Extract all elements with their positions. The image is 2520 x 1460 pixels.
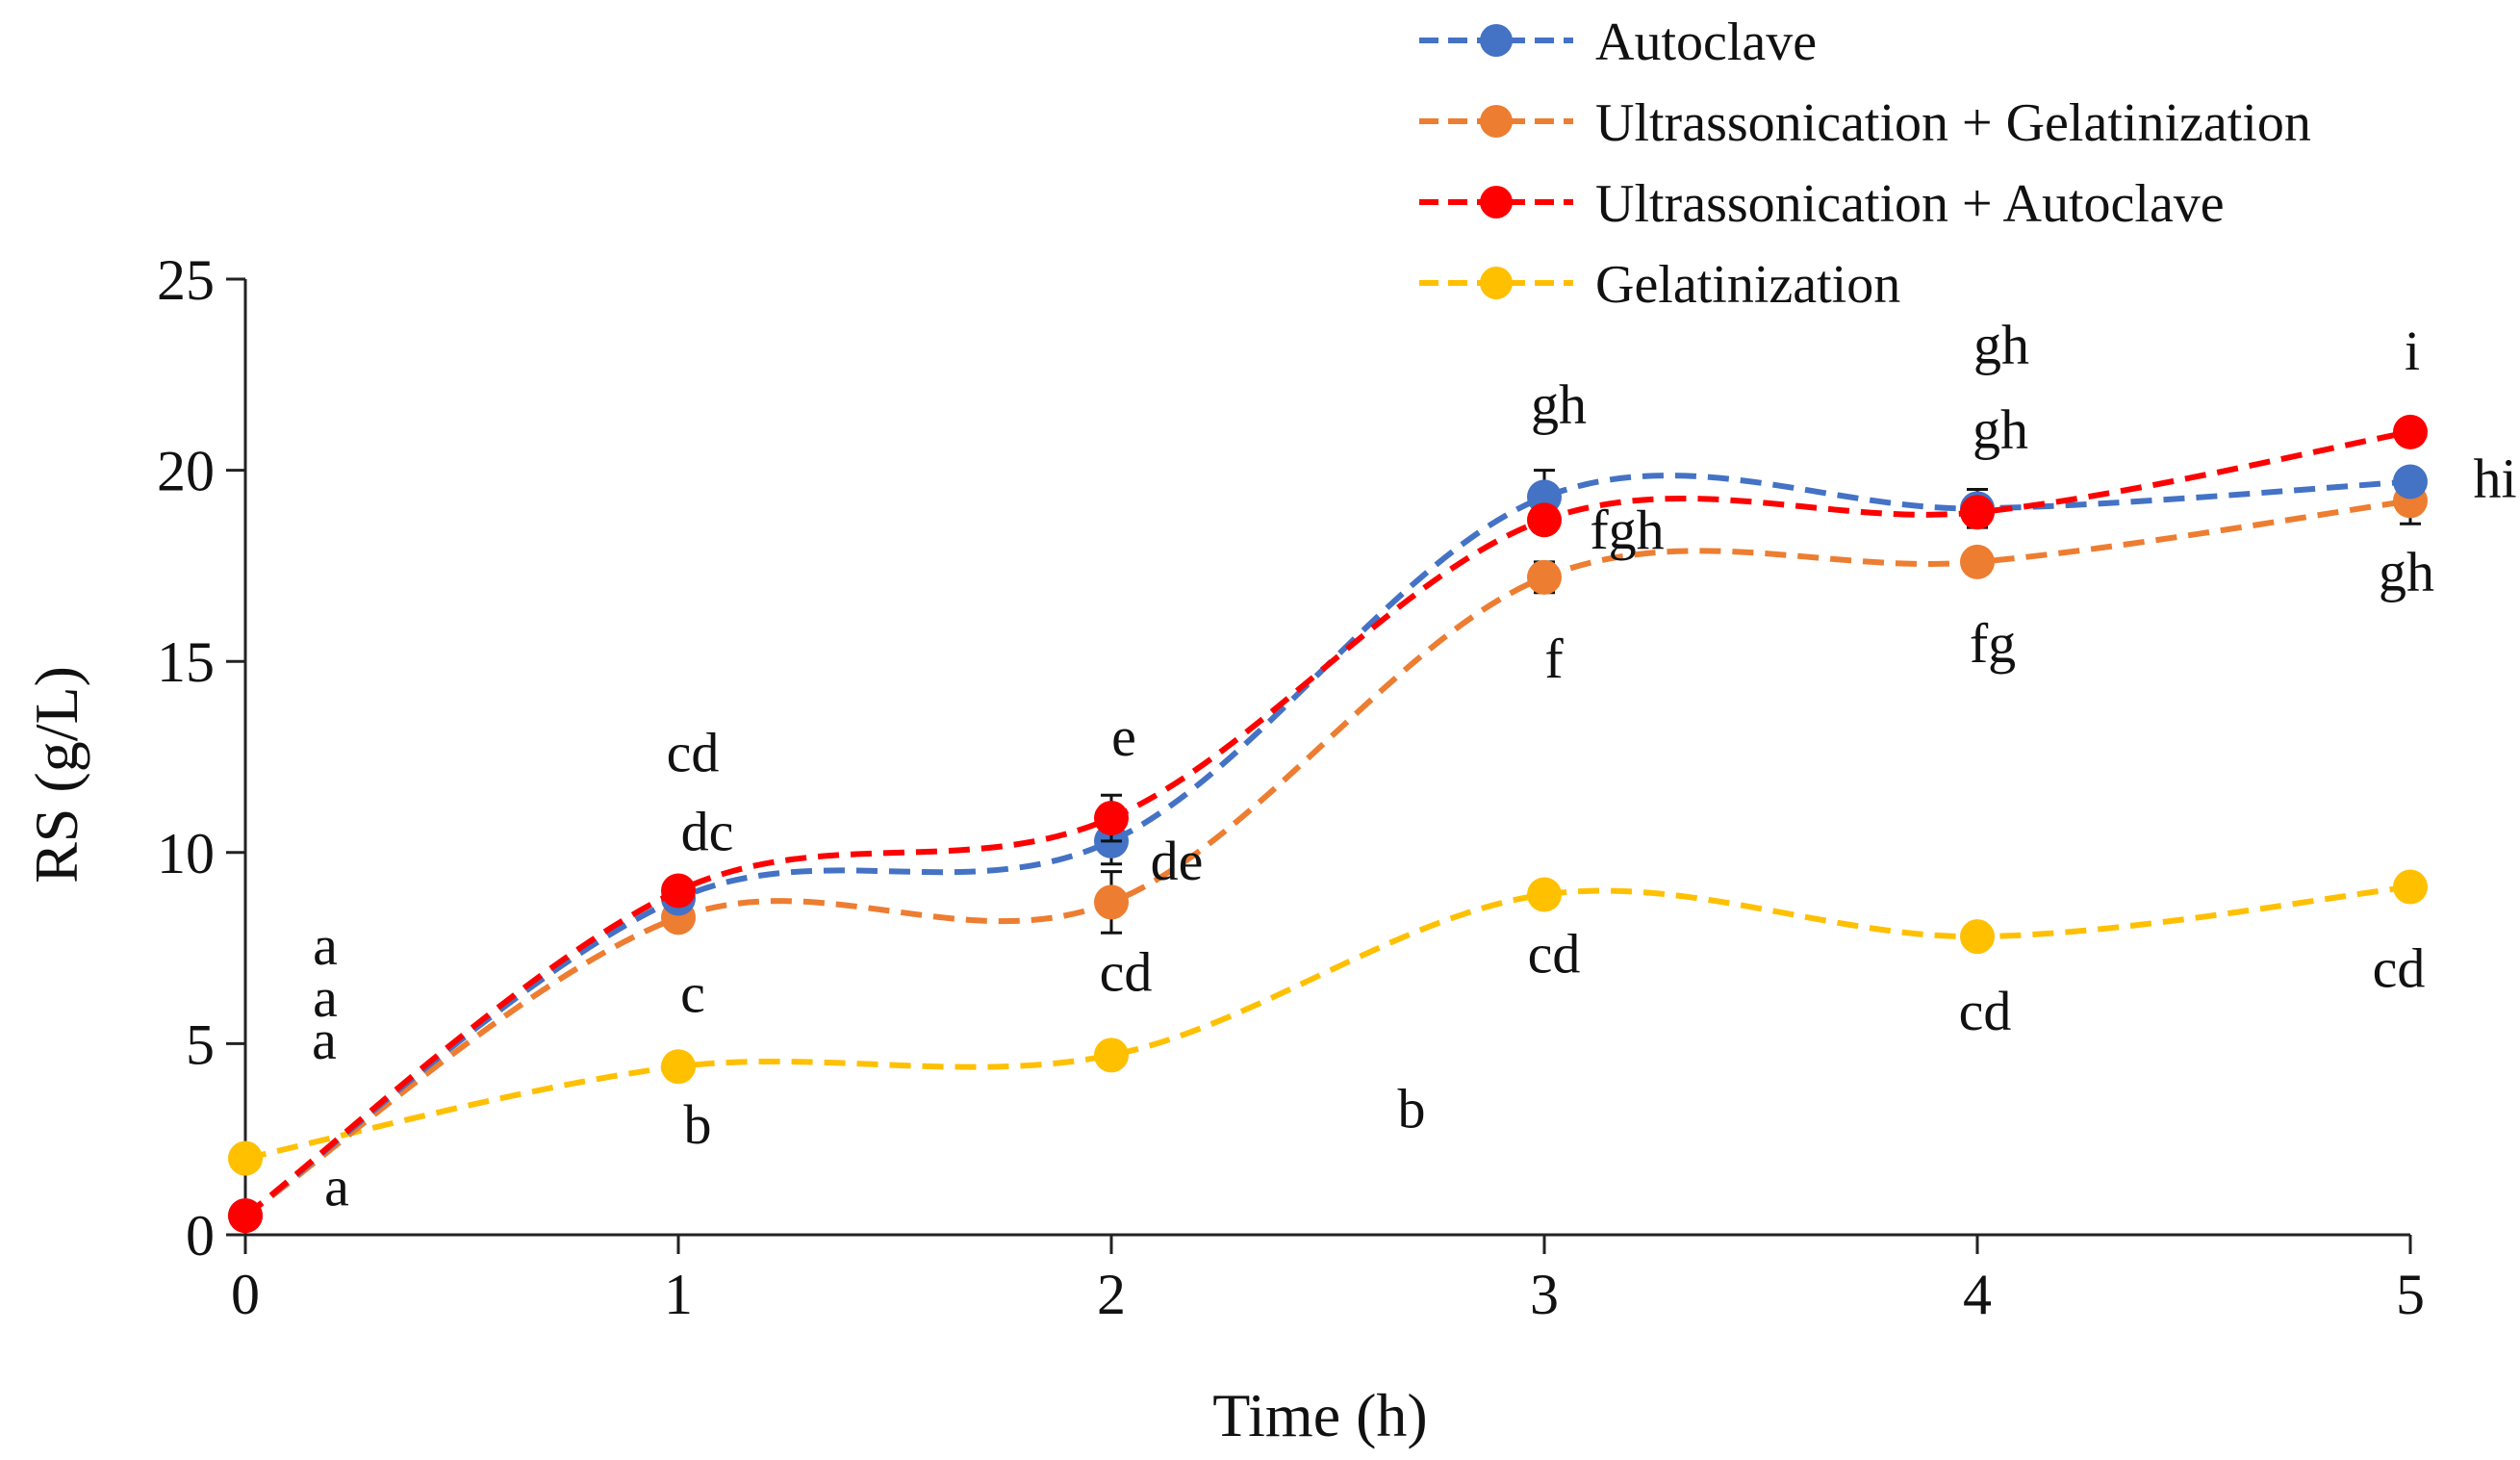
- legend-label: Ultrassonication + Autoclave: [1595, 174, 2225, 234]
- x-tick-label: 1: [664, 1263, 693, 1326]
- series-ultrassonication-gelatinization: [228, 476, 2428, 1234]
- significance-label: gh: [2379, 540, 2434, 602]
- data-point: [1094, 884, 1129, 920]
- y-tick-label: 10: [157, 822, 215, 885]
- data-point: [661, 873, 696, 909]
- significance-label: fgh: [1590, 499, 1664, 561]
- data-point: [1960, 495, 1995, 530]
- x-tick-label: 0: [231, 1263, 260, 1326]
- x-tick-label: 4: [1963, 1263, 1992, 1326]
- series-line: [243, 498, 2411, 1218]
- y-axis-title: RS (g/L): [22, 666, 90, 884]
- series-lines: [228, 414, 2428, 1234]
- significance-label: gh: [1973, 313, 2029, 375]
- x-tick-label: 5: [2396, 1263, 2425, 1326]
- data-point: [661, 1049, 696, 1085]
- significance-label: de: [1151, 830, 1204, 892]
- significance-label: a: [313, 914, 338, 977]
- legend-entry: Ultrassonication + Autoclave: [1419, 174, 2225, 234]
- legend-entry: Gelatinization: [1419, 255, 1900, 315]
- data-point: [1094, 801, 1129, 836]
- axes: 0 5 10 15 20 25 0 1 2 3 4 5: [157, 248, 2425, 1326]
- significance-label: cd: [2373, 937, 2426, 1000]
- significance-label: dc: [681, 800, 734, 862]
- data-point: [2393, 869, 2428, 905]
- legend-label: Ultrassonication + Gelatinization: [1595, 93, 2311, 153]
- legend-entry: Autoclave: [1419, 13, 1817, 72]
- data-point: [1527, 502, 1562, 538]
- significance-label: i: [2405, 320, 2420, 382]
- series-line: [244, 884, 2411, 1162]
- significance-label: cd: [667, 722, 720, 784]
- significance-label: cd: [1959, 980, 2012, 1042]
- significance-label: gh: [1973, 397, 2028, 460]
- significance-label: hi: [2473, 448, 2516, 510]
- y-tick-label: 0: [186, 1204, 215, 1268]
- legend-label: Autoclave: [1595, 13, 1817, 72]
- significance-label: a: [312, 1009, 337, 1071]
- legend-entry: Ultrassonication + Gelatinization: [1419, 93, 2311, 153]
- significance-label: b: [1398, 1077, 1426, 1140]
- significance-label: b: [684, 1093, 712, 1156]
- significance-label: fg: [1970, 612, 2016, 675]
- y-tick-label: 20: [157, 440, 215, 503]
- legend: Autoclave Ultrassonication + Gelatinizati…: [1419, 13, 2311, 315]
- data-point: [1527, 877, 1562, 912]
- legend-marker: [1480, 267, 1513, 299]
- legend-marker: [1480, 105, 1513, 138]
- significance-label: gh: [1531, 372, 1587, 435]
- data-point: [2393, 464, 2428, 499]
- significance-label: cd: [1528, 922, 1581, 985]
- significance-label: c: [680, 961, 705, 1024]
- legend-marker: [1480, 24, 1513, 57]
- significance-label: cd: [1100, 940, 1153, 1003]
- series-ultrassonication-autoclave: [228, 414, 2428, 1234]
- series-line: [243, 428, 2411, 1218]
- legend-marker: [1480, 186, 1513, 218]
- significance-label: e: [1111, 705, 1136, 768]
- series-gelatinization: [228, 869, 2428, 1176]
- significance-label: f: [1544, 628, 1564, 690]
- significance-label: a: [313, 966, 338, 1029]
- data-point: [1960, 919, 1995, 955]
- significance-label: a: [324, 1156, 349, 1218]
- y-tick-label: 5: [186, 1012, 215, 1076]
- data-point: [1960, 544, 1995, 579]
- y-tick-label: 15: [157, 630, 215, 694]
- x-tick-label: 2: [1097, 1263, 1126, 1326]
- data-point: [2393, 414, 2428, 449]
- legend-label: Gelatinization: [1595, 255, 1900, 315]
- data-point: [1527, 559, 1562, 595]
- y-tick-label: 25: [157, 248, 215, 312]
- data-point: [228, 1140, 263, 1176]
- data-point: [228, 1198, 263, 1234]
- series-autoclave: [228, 464, 2428, 1234]
- data-point: [1094, 1037, 1129, 1073]
- series-line: [243, 473, 2411, 1218]
- x-axis-title: Time (h): [1212, 1381, 1427, 1449]
- x-tick-label: 3: [1530, 1263, 1559, 1326]
